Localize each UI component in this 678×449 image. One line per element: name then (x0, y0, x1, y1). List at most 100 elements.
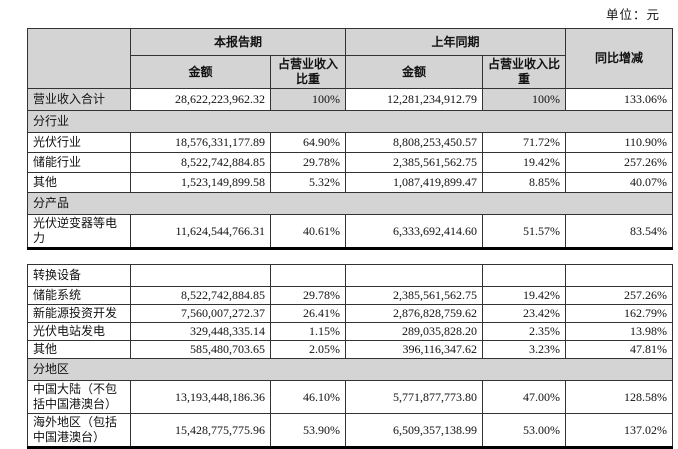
pct-prior-cell: 47.00% (482, 380, 566, 414)
yoy-cell: 40.07% (565, 172, 674, 193)
pct-current-cell: 2.05% (270, 340, 346, 359)
pct-current-cell: 5.32% (269, 172, 347, 193)
yoy-cell: 128.58% (565, 380, 673, 414)
yoy-change-header: 同比增减 (565, 28, 674, 89)
yoy-cell: 162.79% (565, 304, 673, 323)
yoy-cell: 110.90% (565, 132, 674, 153)
table-row: 转换设备 (27, 264, 673, 287)
pct-prior-cell (482, 264, 566, 287)
amount-current-cell: 28,622,223,962.32 (130, 88, 271, 111)
amount-prior-cell: 2,385,561,562.75 (345, 152, 484, 173)
pct-current-cell: 29.78% (270, 286, 346, 305)
amount-current-cell: 1,523,149,899.58 (130, 172, 271, 193)
section-label: 分地区 (27, 358, 673, 381)
amount-prior-cell: 6,509,357,138.99 (345, 413, 483, 448)
table-row: 其他 1,523,149,899.58 5.32% 1,087,419,899.47 8… (27, 172, 674, 193)
section-row: 分产品 (26, 192, 674, 215)
table-row: 海外地区（包括中国港澳台） 15,428,775,775.96 53.90% 6,50… (27, 413, 673, 448)
amount-prior-cell: 5,771,877,773.80 (345, 380, 483, 414)
section-label: 分行业 (26, 110, 674, 133)
pct-current-cell: 64.90% (269, 132, 347, 153)
pct-prior-cell: 53.00% (482, 413, 566, 448)
pct-prior-cell: 71.72% (482, 132, 567, 153)
amount-current-cell: 8,522,742,884.85 (130, 152, 271, 173)
amount-prior-cell: 289,035,828.20 (345, 322, 483, 341)
pct-current-cell: 53.90% (270, 413, 346, 448)
pct-current-cell: 46.10% (270, 380, 346, 414)
pct-prior-cell: 8.85% (482, 172, 567, 193)
pct-current-cell: 40.61% (269, 214, 347, 249)
pct-prior-cell: 100% (482, 88, 567, 111)
amount-prior-cell: 1,087,419,899.47 (345, 172, 484, 193)
table-row: 中国大陆（不包括中国港澳台） 13,193,448,186.36 46.10% 5,7… (27, 380, 673, 414)
pct-prior-cell: 51.57% (482, 214, 567, 249)
amount-prior-cell (345, 264, 483, 287)
row-label: 中国大陆（不包括中国港澳台） (27, 380, 131, 414)
pct-prior-cell: 3.23% (482, 340, 566, 359)
amount-current-cell: 585,480,703.65 (130, 340, 271, 359)
table-row: 储能系统 8,522,742,884.85 29.78% 2,385,561,562.… (27, 286, 673, 305)
pct-current-cell: 100% (269, 88, 347, 111)
table-header: 本报告期 上年同期 同比增减 金额 占营业收入比重 金额 占营业收入比重 (27, 28, 674, 89)
row-label: 转换设备 (27, 264, 131, 287)
pct-current-cell (270, 264, 346, 287)
pct-prior-cell: 19.42% (482, 152, 567, 173)
prior-period-header: 上年同期 (345, 28, 567, 56)
yoy-cell: 257.26% (565, 286, 673, 305)
table-row: 光伏行业 18,576,331,177.89 64.90% 8,808,253,450… (27, 132, 674, 153)
table-row: 新能源投资开发 7,560,007,272.37 26.41% 2,876,828,7… (27, 304, 673, 323)
table-row: 储能行业 8,522,742,884.85 29.78% 2,385,561,562.… (27, 152, 674, 173)
row-label: 储能行业 (27, 152, 131, 173)
yoy-cell: 257.26% (565, 152, 674, 173)
current-period-header: 本报告期 (129, 28, 347, 56)
yoy-cell: 13.98% (565, 322, 673, 341)
amount-current-cell: 11,624,544,766.31 (130, 214, 271, 249)
header-row-periods: 本报告期 上年同期 同比增减 (27, 28, 674, 89)
row-label: 光伏电站发电 (27, 322, 131, 341)
section-row: 分地区 (27, 358, 673, 381)
yoy-cell: 83.54% (565, 214, 674, 249)
amount-prior-cell: 2,385,561,562.75 (345, 286, 483, 305)
unit-label: 单位：元 (605, 8, 660, 22)
amount-header-prior: 金额 (345, 55, 484, 89)
amount-current-cell: 7,560,007,272.37 (130, 304, 271, 323)
row-label: 其他 (27, 172, 131, 193)
amount-current-cell: 8,522,742,884.85 (130, 286, 271, 305)
row-label: 储能系统 (27, 286, 131, 305)
row-label: 其他 (27, 340, 131, 359)
row-label: 海外地区（包括中国港澳台） (27, 413, 131, 448)
amount-current-cell: 18,576,331,177.89 (130, 132, 271, 153)
row-label: 新能源投资开发 (27, 304, 131, 323)
pct-prior-cell: 23.42% (482, 304, 566, 323)
row-label: 营业收入合计 (27, 88, 131, 111)
pct-header-prior: 占营业收入比重 (482, 55, 567, 89)
amount-current-cell: 13,193,448,186.36 (130, 380, 271, 414)
row-label: 光伏逆变器等电力 (27, 214, 131, 249)
amount-current-cell: 15,428,775,775.96 (130, 413, 271, 448)
amount-prior-cell: 8,808,253,450.57 (345, 132, 484, 153)
table-row: 光伏电站发电 329,448,335.14 1.15% 289,035,828.20 2… (27, 322, 673, 341)
pct-prior-cell: 2.35% (482, 322, 566, 341)
pct-current-cell: 29.78% (269, 152, 347, 173)
pct-header-current: 占营业收入比重 (269, 55, 347, 89)
amount-current-cell: 329,448,335.14 (130, 322, 271, 341)
amount-prior-cell: 2,876,828,759.62 (345, 304, 483, 323)
table-row: 光伏逆变器等电力 11,624,544,766.31 40.61% 6,333,692… (27, 214, 674, 249)
amount-prior-cell: 6,333,692,414.60 (345, 214, 484, 249)
section-label: 分产品 (26, 192, 674, 215)
yoy-cell (565, 264, 673, 287)
yoy-cell: 47.81% (565, 340, 673, 359)
table-body-part2: 转换设备 储能系统 8,522,742,884.85 29.78% 2,385,561,… (27, 264, 673, 448)
row-label: 光伏行业 (27, 132, 131, 153)
amount-header-current: 金额 (130, 55, 271, 89)
revenue-table-part2: 转换设备 储能系统 8,522,742,884.85 29.78% 2,385,561,… (27, 264, 673, 449)
corner-blank-cell (27, 28, 131, 89)
amount-prior-cell: 12,281,234,912.79 (345, 88, 484, 111)
header-row-measures: 金额 占营业收入比重 金额 占营业收入比重 (28, 55, 673, 89)
pct-current-cell: 1.15% (270, 322, 346, 341)
yoy-cell: 133.06% (565, 88, 674, 111)
amount-current-cell (130, 264, 271, 287)
pct-prior-cell: 19.42% (482, 286, 566, 305)
yoy-cell: 137.02% (565, 413, 673, 448)
revenue-table-part1: 本报告期 上年同期 同比增减 金额 占营业收入比重 金额 占营业收入比重 营业收… (26, 28, 674, 250)
